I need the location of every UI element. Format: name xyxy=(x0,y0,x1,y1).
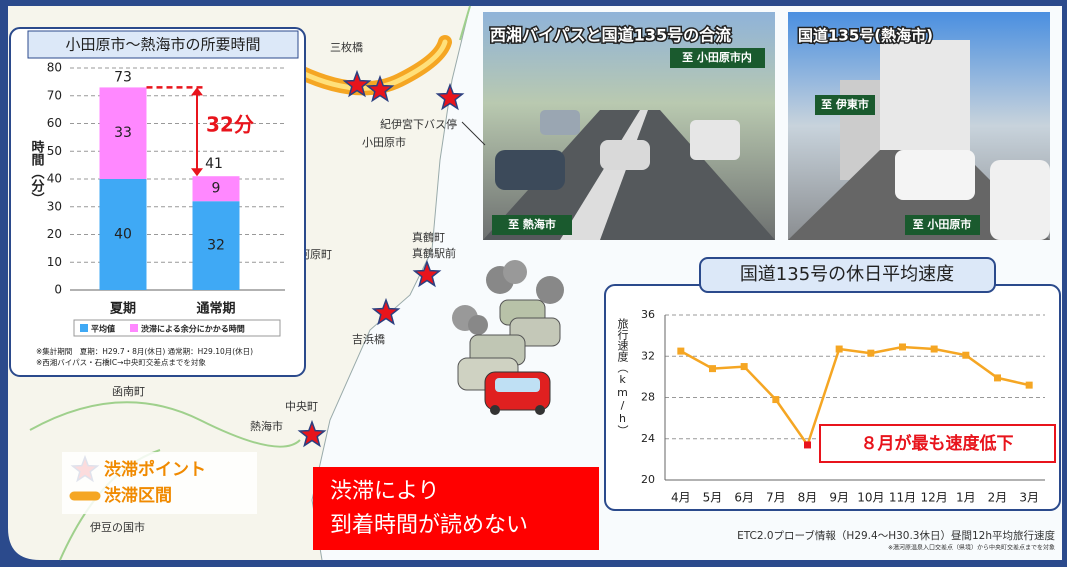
x-tick-label: 9月 xyxy=(829,491,849,505)
point-marker xyxy=(709,365,716,372)
annotation: 32分 xyxy=(206,112,254,136)
map-label: 吉浜橋 xyxy=(352,332,385,346)
x-tick-label: 11月 xyxy=(889,491,916,505)
map-label: 三枚橋 xyxy=(330,40,363,54)
sign-text: 至 熱海市 xyxy=(508,217,556,231)
y-axis-title: 旅行速度（km/h） xyxy=(616,317,629,436)
data-label: 9 xyxy=(212,181,221,197)
x-tick-label: 通常期 xyxy=(196,301,235,317)
chart-title: 国道135号の休日平均速度 xyxy=(740,264,954,285)
sign-text: 至 伊東市 xyxy=(821,97,869,111)
x-tick-label: 4月 xyxy=(671,491,691,505)
x-tick-label: 1月 xyxy=(956,491,976,505)
map-label: 小田原市 xyxy=(362,135,406,149)
point-marker xyxy=(1026,382,1033,389)
map-label: 紀伊宮下バス停 xyxy=(380,117,457,131)
x-tick-label: 8月 xyxy=(798,491,818,505)
y-tick-label: 24 xyxy=(641,432,655,445)
map-label: 伊豆の国市 xyxy=(90,520,145,534)
chart-note: ※西湘バイパス・石橋IC→中央町交差点までを対象 xyxy=(36,357,206,367)
x-tick-label: 6月 xyxy=(734,491,754,505)
point-marker xyxy=(772,396,779,403)
callout-text: 渋滞により xyxy=(330,479,440,504)
point-marker xyxy=(741,363,748,370)
y-tick-label: 20 xyxy=(47,227,62,241)
map-label: 中央町 xyxy=(285,400,318,413)
y-tick-label: 28 xyxy=(641,391,655,404)
photo xyxy=(462,12,775,240)
y-tick-label: 0 xyxy=(54,283,62,297)
x-tick-label: 夏期 xyxy=(109,302,136,317)
chart-note: ※集計期間 夏期：H29.7・8月(休日) 通常期：H29.10月(休日) xyxy=(36,346,253,356)
point-marker xyxy=(836,346,843,353)
y-tick-label: 80 xyxy=(47,61,62,75)
y-axis-title: 時間（分） xyxy=(29,139,46,205)
map-label: 真鶴駅前 xyxy=(412,246,456,260)
photo-caption: 西湘バイパスと国道135号の合流 xyxy=(490,26,731,45)
infographic: 三枚橋紀伊宮下バス停小田原市湯河原町真鶴町真鶴駅前吉浜橋函南町中央町熱海市伊豆の… xyxy=(0,0,1067,567)
total-label: 73 xyxy=(114,69,132,85)
photo-caption: 国道135号(熱海市) xyxy=(798,27,933,45)
y-tick-label: 10 xyxy=(47,255,62,269)
y-tick-label: 20 xyxy=(641,473,655,486)
data-label: 33 xyxy=(114,125,132,141)
x-tick-label: 12月 xyxy=(921,491,948,505)
source-note: ※湯河原温泉入口交差点（県境）から中央町交差点までを対象 xyxy=(888,544,1055,552)
sign-text: 至 小田原市内 xyxy=(682,50,752,64)
data-label: 32 xyxy=(207,238,225,254)
annotation: ８月が最も速度低下 xyxy=(861,433,1014,454)
point-marker xyxy=(867,350,874,357)
sign-text: 至 小田原市 xyxy=(913,217,972,231)
x-tick-label: 10月 xyxy=(857,491,884,505)
x-tick-label: 7月 xyxy=(766,491,786,505)
x-tick-label: 5月 xyxy=(703,491,723,505)
point-marker xyxy=(804,441,811,448)
point-marker xyxy=(994,374,1001,381)
data-label: 40 xyxy=(114,227,132,243)
y-tick-label: 50 xyxy=(47,144,62,158)
chart-title: 小田原市～熱海市の所要時間 xyxy=(65,36,260,54)
photo xyxy=(788,12,1050,240)
point-marker xyxy=(931,346,938,353)
legend-label: 平均値 xyxy=(91,324,115,334)
map-label: 真鶴町 xyxy=(412,230,445,244)
y-tick-label: 60 xyxy=(47,116,62,130)
point-marker xyxy=(962,352,969,359)
y-tick-label: 32 xyxy=(641,349,655,362)
legend-swatch xyxy=(80,324,88,332)
total-label: 41 xyxy=(205,156,223,172)
point-marker xyxy=(677,348,684,355)
map-label: 函南町 xyxy=(112,385,145,398)
x-tick-label: 3月 xyxy=(1019,491,1039,505)
point-marker xyxy=(899,343,906,350)
x-tick-label: 2月 xyxy=(988,491,1008,505)
y-tick-label: 36 xyxy=(641,308,655,321)
callout-text: 到着時間が読めない xyxy=(330,513,528,538)
y-tick-label: 70 xyxy=(47,88,62,102)
source: ETC2.0プローブ情報（H29.4～H30.3休日）昼間12h平均旅行速度 xyxy=(737,529,1055,542)
y-tick-label: 30 xyxy=(47,199,62,213)
y-tick-label: 40 xyxy=(47,172,62,186)
legend-label: 渋滞による余分にかかる時間 xyxy=(141,324,245,334)
map-legend-label: 渋滞ポイント xyxy=(104,459,206,480)
map-label: 熱海市 xyxy=(250,419,283,433)
map-legend-label: 渋滞区間 xyxy=(104,485,172,506)
legend-swatch xyxy=(130,324,138,332)
